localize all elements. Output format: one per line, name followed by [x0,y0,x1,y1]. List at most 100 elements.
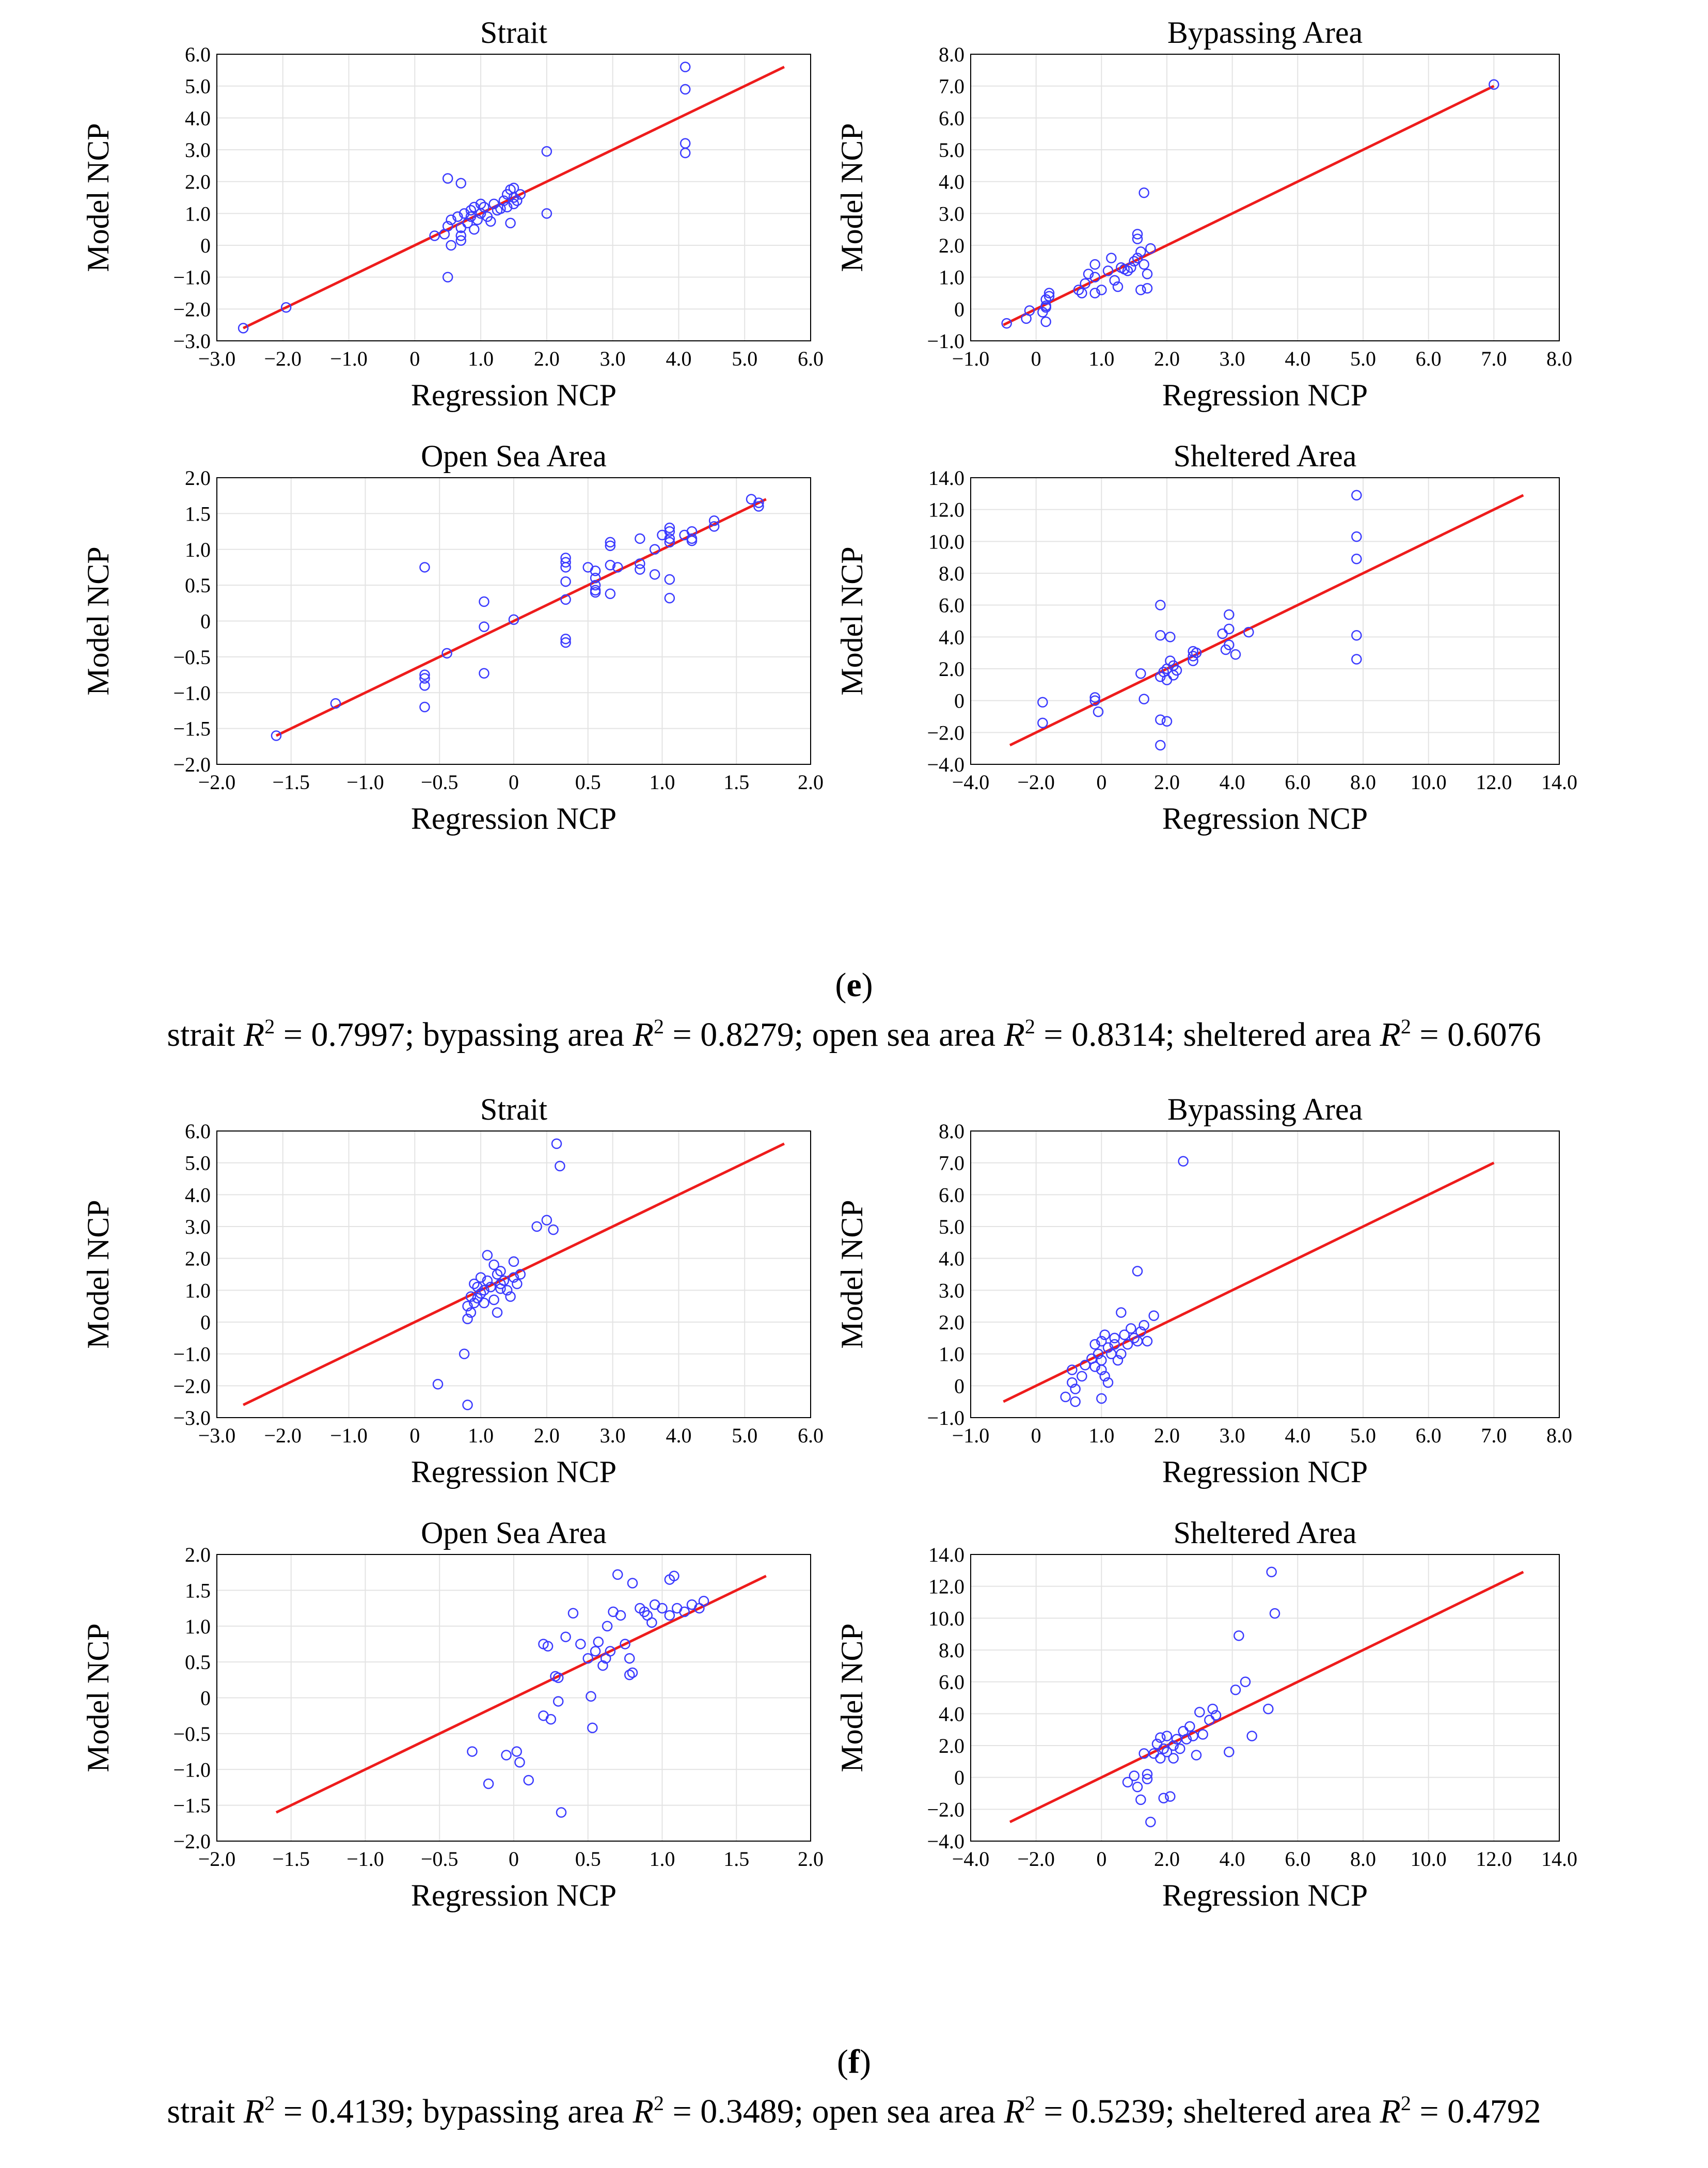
data-point [1126,262,1136,273]
data-point [508,614,519,625]
data-point [1158,1743,1169,1754]
y-tick-label: 2.0 [939,657,964,681]
data-point [669,1570,679,1581]
data-point [442,272,453,282]
data-point [483,1778,494,1789]
y-tick-label: −4.0 [927,753,964,776]
y-tick-label: 2.0 [185,1247,211,1270]
data-point [472,1281,483,1293]
data-point [458,1348,470,1359]
x-tick-label: 8.0 [1350,771,1376,794]
data-point [482,1250,493,1261]
data-point [469,1278,480,1290]
x-tick-label: 6.0 [798,1424,824,1447]
x-tick-label: 0 [1031,347,1041,370]
data-point [1142,1773,1153,1784]
x-tick-label: 0 [1096,1847,1106,1871]
data-point [441,648,452,659]
chart-f-bypassing-area: −1.0 0 1.0 2.0 3.0 4.0 5.0 6.0 7.0 8.0 −1.0 0 1.0 2.0… [835,1092,1572,1489]
data-point [686,533,698,544]
x-tick-label: −1.5 [272,771,310,794]
data-point [1138,187,1149,198]
y-tick-label: 8.0 [939,1639,964,1662]
chart-f-open-sea-area: −2.0 −1.5 −1.0 −0.5 0 0.5 1.0 1.5 2.0 −2.0 −1.5 −1.… [81,1516,824,1912]
y-axis-label: Model NCP [835,546,869,695]
x-tick-label: 5.0 [1350,347,1376,370]
x-tick-label: 1.5 [723,771,749,794]
data-point [605,560,616,571]
data-point [465,1291,477,1302]
data-point [635,533,645,544]
data-point [485,216,496,227]
data-point [508,1272,519,1283]
data-point [330,698,341,709]
x-tick-label: 0 [509,771,519,794]
x-tick-label: −1.0 [330,1424,368,1447]
data-point [679,61,691,72]
data-point [1181,1734,1192,1745]
r2-area-label: bypassing area [422,2093,625,2130]
y-tick-label: 1.0 [939,266,964,289]
y-tick-label: 2.0 [185,1543,211,1566]
data-point [555,1160,565,1172]
data-point [442,173,453,184]
data-point [1060,1391,1071,1403]
data-point [501,1750,512,1761]
r2-value: 0.6076 [1447,1016,1541,1054]
r2-area-label: sheltered area [1183,2093,1372,2130]
data-point [586,1691,596,1702]
chart-f-strait: −3.0 −2.0 −1.0 0 1.0 2.0 3.0 4.0 5.0 6.0 −3.0 −2.0 −… [81,1092,824,1489]
chart-title: Bypassing Area [1167,1092,1363,1126]
data-point [1142,269,1153,279]
data-point [1089,1361,1100,1372]
y-tick-label: 1.0 [185,202,211,225]
data-point [664,574,675,585]
y-tick-label: 4.0 [185,1183,211,1206]
x-tick-label: 3.0 [600,1424,626,1447]
chart-e-open-sea-area: −2.0 −1.5 −1.0 −0.5 0 0.5 1.0 1.5 2.0 −2.0 −1.5 −1.… [81,439,824,836]
data-point [1351,630,1362,641]
fit-line [1009,1570,1524,1824]
x-tick-label: 0 [509,1847,519,1871]
y-tick-label: 2.0 [939,234,964,257]
y-tick-label: 3.0 [939,1279,964,1302]
x-tick-label: 5.0 [732,347,757,370]
data-point [612,562,623,573]
data-point [1132,229,1143,240]
x-tick-label: 3.0 [600,347,626,370]
x-tick-label: 4.0 [1220,771,1245,794]
data-point [1135,668,1146,679]
data-point [1351,554,1362,564]
x-tick-label: −3.0 [198,347,236,370]
y-tick-label: 6.0 [939,1183,964,1206]
x-tick-label: −3.0 [198,1424,236,1447]
data-point [495,1278,506,1290]
data-point [560,637,571,648]
data-point [664,537,675,548]
y-tick-label: 8.0 [939,562,964,585]
x-axis-label: Regression NCP [411,1455,616,1489]
data-point [452,211,463,222]
data-point [488,1294,499,1306]
data-point [492,1307,503,1318]
data-point [1109,1332,1120,1344]
y-tick-label: 0.5 [185,1651,211,1674]
data-point [1194,1707,1205,1718]
data-point [1135,1794,1146,1805]
data-point [479,201,489,213]
data-point [1129,1770,1140,1781]
chart-e-strait: −3.0 −2.0 −1.0 0 1.0 2.0 3.0 4.0 5.0 6.0 −3.0 −2.0 −… [81,15,824,412]
data-point [1093,1348,1104,1359]
data-point [1037,697,1048,708]
data-point [664,1610,675,1621]
data-point [1043,291,1055,302]
data-point [1165,632,1176,642]
data-point [442,221,453,232]
x-tick-label: 1.0 [650,1847,675,1871]
data-point [1207,1703,1218,1715]
y-tick-label: 6.0 [939,106,964,130]
data-point [1224,639,1235,650]
data-point [1142,283,1153,294]
data-point [602,1621,613,1631]
panel-f-r2-summary: strait R2 = 0.4139; bypassing area R2 = … [167,2092,1541,2130]
